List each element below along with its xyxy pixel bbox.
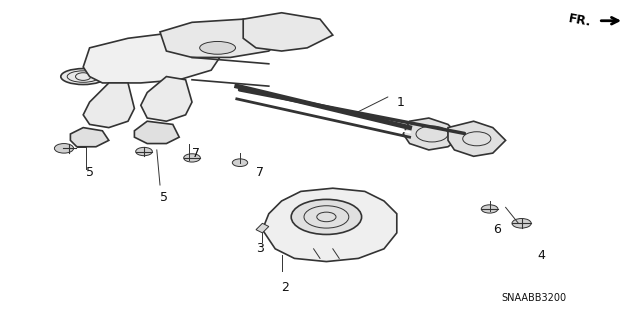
Text: 2: 2 <box>282 281 289 293</box>
Polygon shape <box>243 13 333 51</box>
Circle shape <box>291 199 362 234</box>
Ellipse shape <box>200 41 236 54</box>
Polygon shape <box>403 118 461 150</box>
Ellipse shape <box>61 69 106 85</box>
Text: 5: 5 <box>160 191 168 204</box>
Polygon shape <box>256 223 269 233</box>
Polygon shape <box>262 188 397 262</box>
Text: 4: 4 <box>538 249 545 262</box>
Text: FR.: FR. <box>567 12 592 29</box>
Circle shape <box>184 154 200 162</box>
Text: 5: 5 <box>86 166 95 179</box>
Circle shape <box>136 147 152 156</box>
Polygon shape <box>83 83 134 128</box>
Polygon shape <box>141 77 192 121</box>
Text: SNAABB3200: SNAABB3200 <box>502 293 567 303</box>
Polygon shape <box>160 19 282 57</box>
Polygon shape <box>70 128 109 147</box>
Text: 7: 7 <box>192 147 200 160</box>
Text: 1: 1 <box>397 96 404 108</box>
Polygon shape <box>83 32 224 83</box>
Text: 3: 3 <box>256 242 264 255</box>
Polygon shape <box>448 121 506 156</box>
Circle shape <box>512 219 531 228</box>
Circle shape <box>232 159 248 167</box>
Text: 6: 6 <box>493 223 500 236</box>
Circle shape <box>54 144 74 153</box>
Polygon shape <box>134 121 179 144</box>
Text: 7: 7 <box>256 166 264 179</box>
Circle shape <box>481 205 498 213</box>
